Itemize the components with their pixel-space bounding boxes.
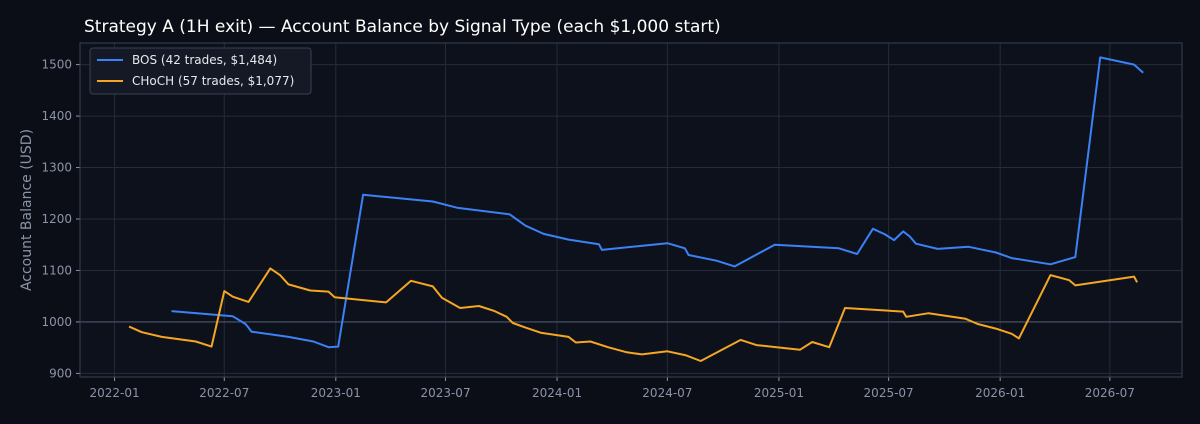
legend-label-0: BOS (42 trades, $1,484) [132, 53, 277, 67]
y-tick-label-1: 1000 [41, 315, 72, 329]
x-tick-label-6: 2025-01 [754, 386, 804, 400]
x-tick-label-2: 2023-01 [311, 386, 361, 400]
x-tick-label-5: 2024-07 [642, 386, 692, 400]
y-tick-label-2: 1100 [41, 263, 72, 277]
y-tick-label-3: 1200 [41, 212, 72, 226]
y-tick-label-4: 1300 [41, 161, 72, 175]
y-tick-label-0: 900 [49, 366, 72, 380]
plot-frame [79, 42, 1183, 378]
x-tick-label-0: 2022-01 [89, 386, 139, 400]
legend-box [89, 47, 312, 95]
y-axis-label: Account Balance (USD) [19, 129, 35, 291]
x-tick-label-8: 2026-01 [975, 386, 1025, 400]
x-tick-label-4: 2024-01 [532, 386, 582, 400]
plot-background [80, 43, 1182, 377]
series-line-choch [128, 267, 1138, 362]
x-tick-label-9: 2026-07 [1085, 386, 1135, 400]
y-tick-label-6: 1500 [41, 58, 72, 72]
x-tick-label-3: 2023-07 [420, 386, 470, 400]
series-line-bos [171, 56, 1144, 349]
chart-title: Strategy A (1H exit) — Account Balance b… [84, 17, 721, 37]
x-tick-label-1: 2022-07 [199, 386, 249, 400]
x-tick-label-7: 2025-07 [864, 386, 914, 400]
y-tick-label-5: 1400 [41, 109, 72, 123]
legend-label-1: CHoCH (57 trades, $1,077) [132, 74, 294, 88]
plot-area: 2022-01 2022-07 2023-01 2023-07 2024-01 2024-… [41, 42, 1183, 400]
